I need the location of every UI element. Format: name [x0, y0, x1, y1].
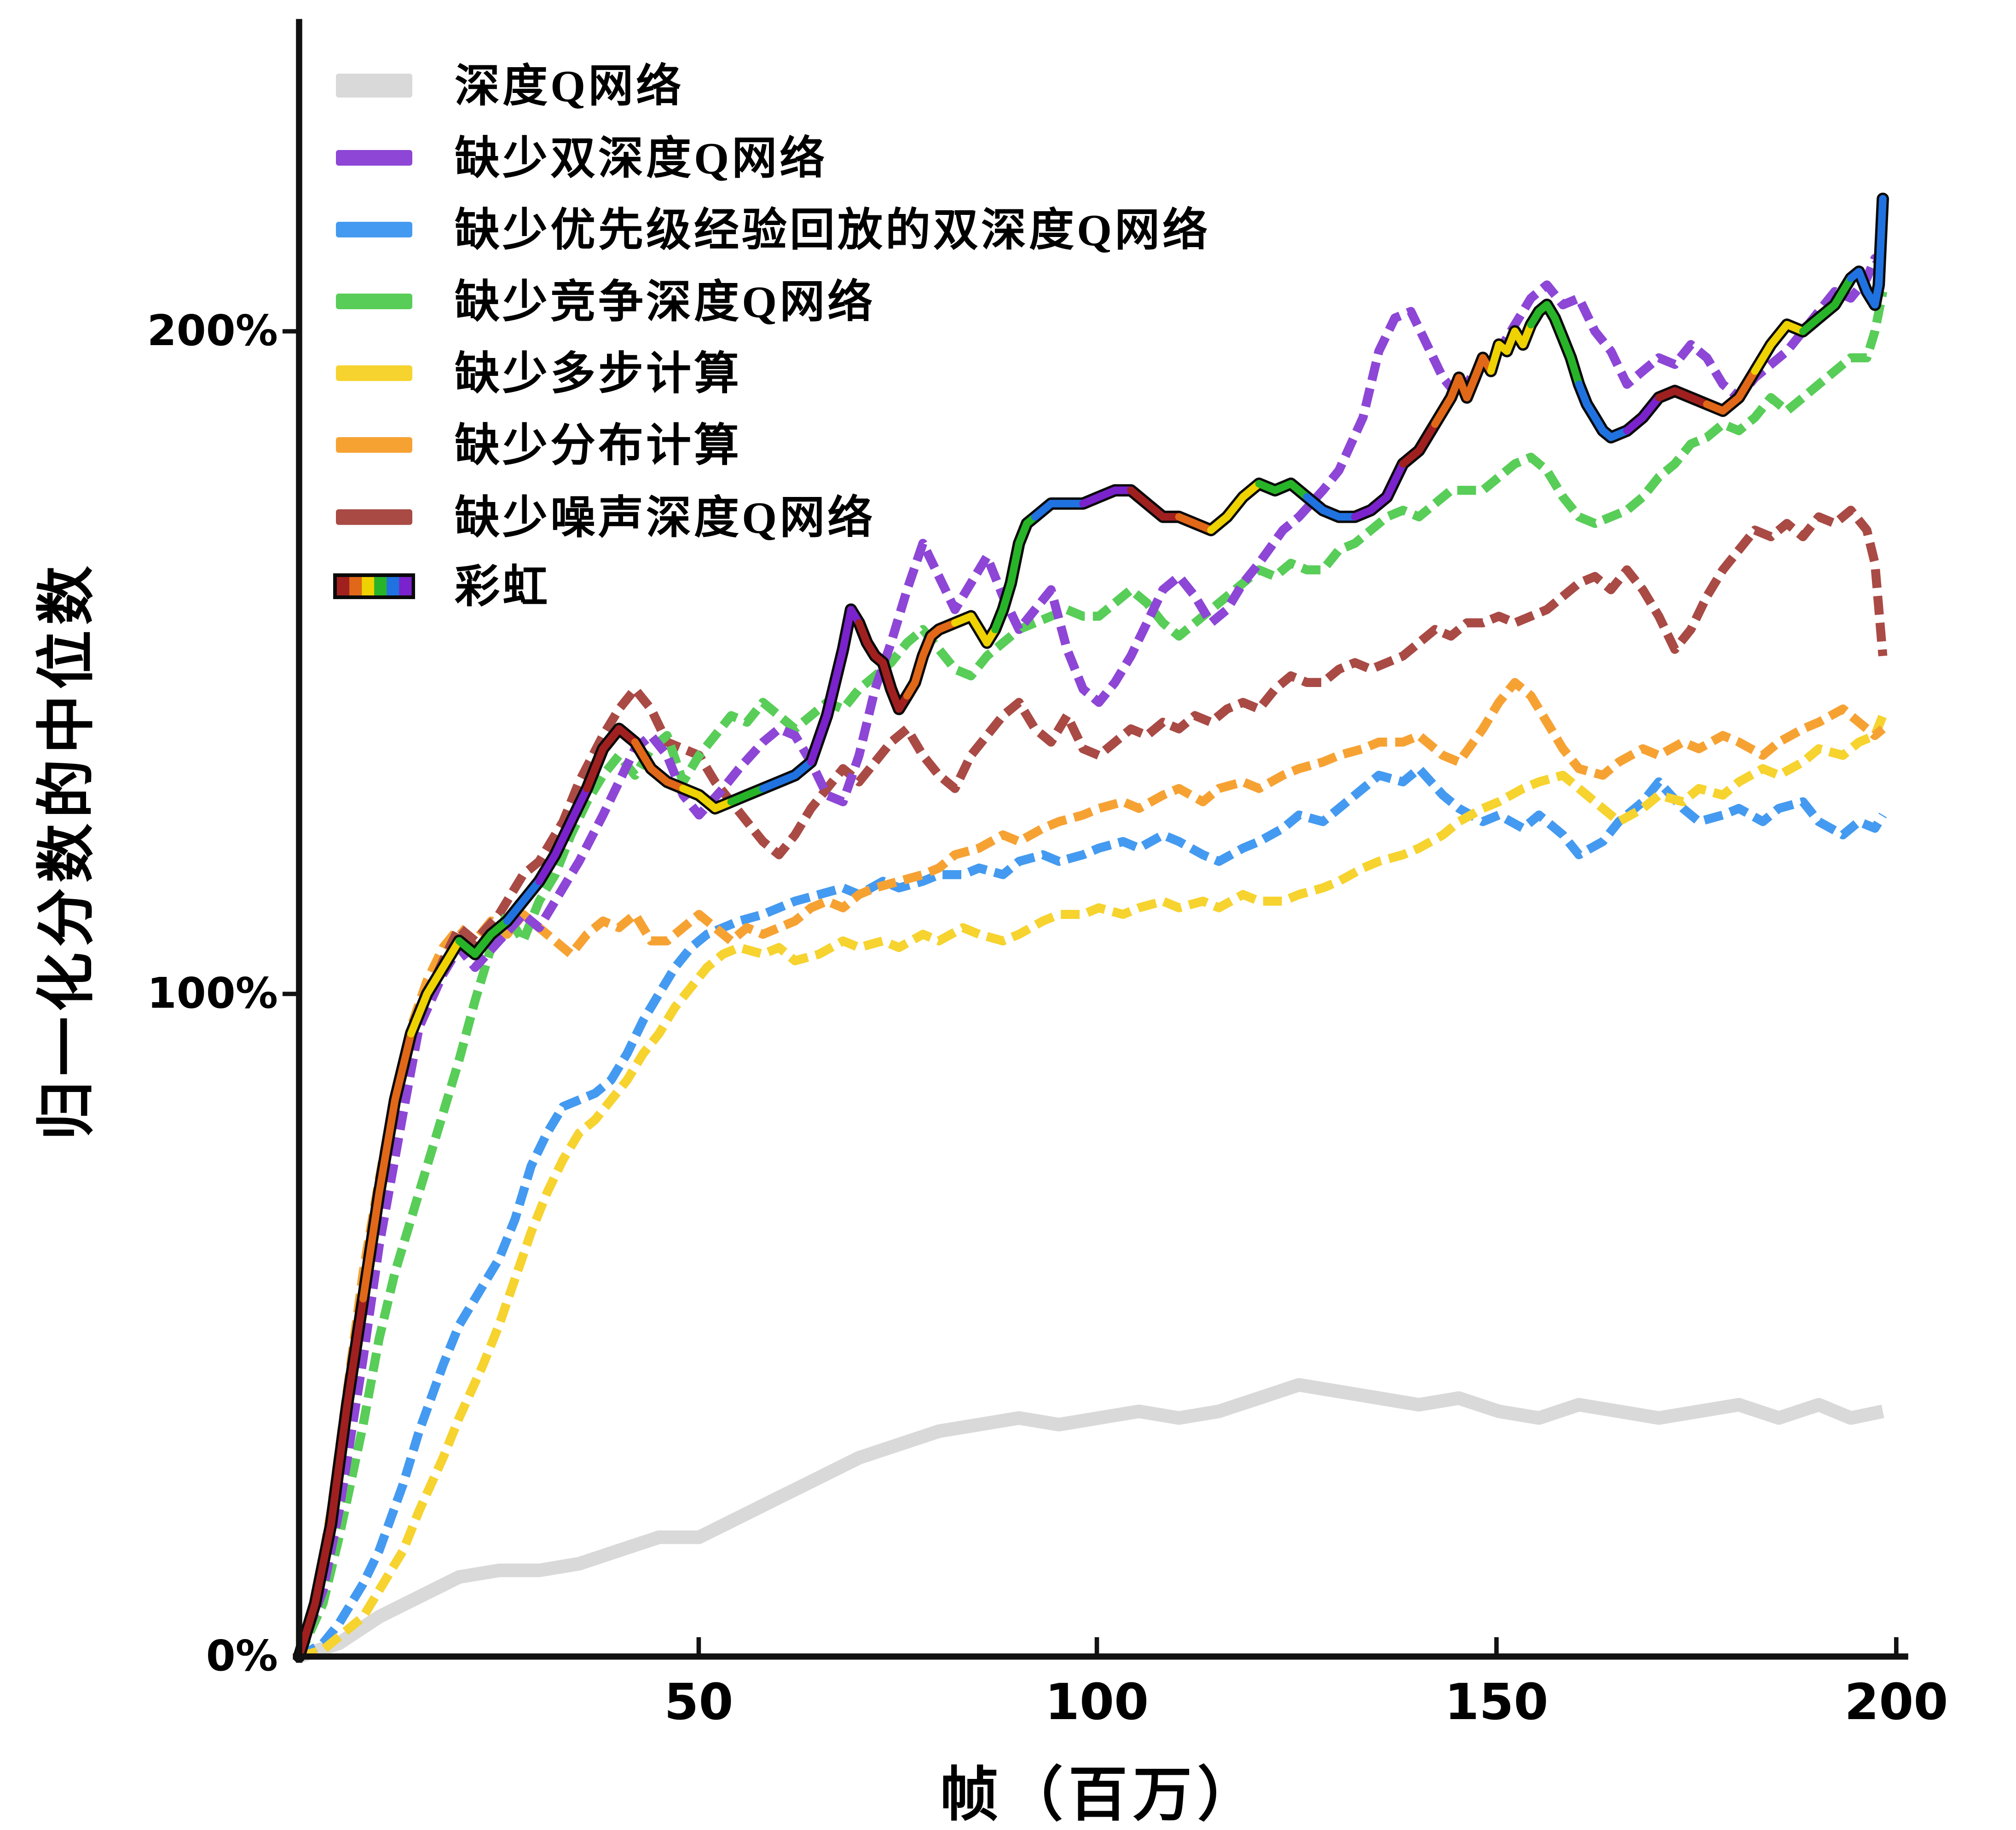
- series-line-rainbow-segment: [1751, 321, 1807, 375]
- legend-item-no-priority: 缺少优先级经验回放的双深度Q网络: [336, 206, 1210, 255]
- series-line-rainbow-segment: [1207, 479, 1263, 534]
- legend-item-no-multistep: 缺少多步计算: [336, 349, 742, 399]
- plot-area: [293, 192, 1889, 1663]
- series-line-rainbow-segment: [359, 1030, 415, 1303]
- legend-swatch-no-priority: [336, 222, 412, 237]
- x-tick-label-150: 150: [1444, 1674, 1548, 1731]
- y-axis-title: 归一化分数的中位数: [34, 560, 99, 1140]
- series-line-rainbow-segment: [1079, 486, 1135, 508]
- legend-swatch-dqn: [336, 74, 412, 98]
- legend-item-no-double: 缺少双深度Q网络: [336, 134, 827, 184]
- x-tick-label-50: 50: [664, 1674, 733, 1731]
- legend-swatch-rainbow-stripe: [337, 577, 350, 595]
- series-line-1: [295, 254, 1886, 1658]
- series-line-0: [297, 1378, 1884, 1663]
- series-line-rainbow-segment: [1623, 393, 1663, 435]
- series-line-rainbow-segment: [727, 785, 767, 806]
- legend-item-no-dueling: 缺少竞争深度Q网络: [336, 277, 875, 327]
- series-line-rainbow-segment: [1303, 493, 1359, 521]
- series-line-rainbow-segment: [1655, 387, 1711, 408]
- legend-swatch-rainbow-stripe: [349, 577, 362, 595]
- series-line-3: [295, 290, 1888, 1659]
- series-line-rainbow-segment: [1431, 354, 1495, 428]
- legend-swatch-rainbow: [337, 577, 412, 595]
- legend-item-rainbow: 彩虹: [333, 562, 550, 612]
- series-line-2: [297, 764, 1887, 1661]
- series-line-rainbow-segment: [1527, 301, 1583, 388]
- series-line-rainbow-segment: [1575, 381, 1631, 441]
- series-line-rainbow-segment: [1847, 195, 1887, 309]
- legend-label-no-dueling: 缺少竞争深度Q网络: [455, 277, 875, 327]
- y-tick-label-100: 100%: [147, 969, 278, 1018]
- series-line-rainbow-segment: [1175, 513, 1215, 534]
- series-line-rainbow-segment: [1703, 367, 1759, 415]
- legend-swatch-no-distribution: [336, 437, 412, 453]
- series-line-rainbow-segment: [807, 606, 863, 766]
- series-line-rainbow-segment: [407, 937, 463, 1038]
- series-line-rainbow-segment: [855, 619, 911, 713]
- legend-label-no-distribution: 缺少分布计算: [455, 421, 742, 471]
- x-tick-label-100: 100: [1045, 1674, 1149, 1731]
- series-line-rainbow-segment: [759, 758, 815, 792]
- series-line-rainbow-segment: [951, 612, 999, 647]
- y-tick-label-0: 0%: [206, 1631, 278, 1680]
- legend-swatch-no-noisy: [336, 509, 412, 525]
- series-line-rainbow-segment: [535, 785, 591, 885]
- series-line-rainbow-segment: [631, 738, 687, 792]
- series-line-rainbow-segment: [1031, 500, 1087, 521]
- legend-swatch-rainbow-stripe: [399, 577, 412, 595]
- series-line-rainbow-segment: [991, 513, 1039, 634]
- legend-swatch-rainbow-stripe: [362, 577, 375, 595]
- series-line-rainbow-segment: [583, 725, 639, 792]
- legend-item-no-noisy: 缺少噪声深度Q网络: [336, 493, 875, 543]
- series-line-rainbow-segment: [295, 1295, 367, 1661]
- legend-label-no-multistep: 缺少多步计算: [455, 349, 742, 399]
- legend-item-dqn: 深度Q网络: [336, 62, 684, 111]
- legend-swatch-no-double: [336, 150, 412, 166]
- legend-label-dqn: 深度Q网络: [455, 62, 684, 111]
- series-line-rainbow-segment: [1399, 420, 1439, 468]
- legend-label-rainbow: 彩虹: [455, 562, 550, 612]
- series-line-rainbow-segment: [679, 785, 735, 813]
- x-axis-title: 帧（百万）: [940, 1762, 1262, 1828]
- series-line-rainbow-segment: [903, 619, 959, 700]
- legend-swatch-rainbow-stripe: [374, 577, 387, 595]
- series-line-rainbow-segment: [503, 877, 543, 925]
- legend-label-no-noisy: 缺少噪声深度Q网络: [455, 493, 875, 543]
- series-line-rainbow-segment: [455, 917, 511, 958]
- legend-label-no-priority: 缺少优先级经验回放的双深度Q网络: [455, 206, 1210, 255]
- legend-swatch-no-multistep: [336, 365, 412, 381]
- series-line-6: [295, 506, 1888, 1658]
- series-line-rainbow-segment: [1127, 486, 1183, 521]
- series-line-4: [298, 714, 1887, 1661]
- series-line-5: [295, 678, 1886, 1658]
- legend-swatch-rainbow-stripe: [387, 577, 399, 595]
- x-tick-label-200: 200: [1844, 1674, 1948, 1731]
- legend-item-no-distribution: 缺少分布计算: [336, 421, 742, 471]
- series-line-rainbow-segment: [1487, 321, 1535, 375]
- legend-label-no-double: 缺少双深度Q网络: [455, 134, 827, 184]
- y-tick-label-200: 200%: [147, 306, 278, 355]
- legend-swatch-no-dueling: [336, 294, 412, 309]
- series-line-rainbow-segment: [1351, 460, 1407, 521]
- legend: 深度Q网络 缺少双深度Q网络 缺少优先级经验回放的双深度Q网络 缺少竞争深度Q网…: [333, 62, 1210, 612]
- series-line-rainbow-segment: [1799, 274, 1855, 335]
- series-line-rainbow-segment: [1255, 479, 1311, 501]
